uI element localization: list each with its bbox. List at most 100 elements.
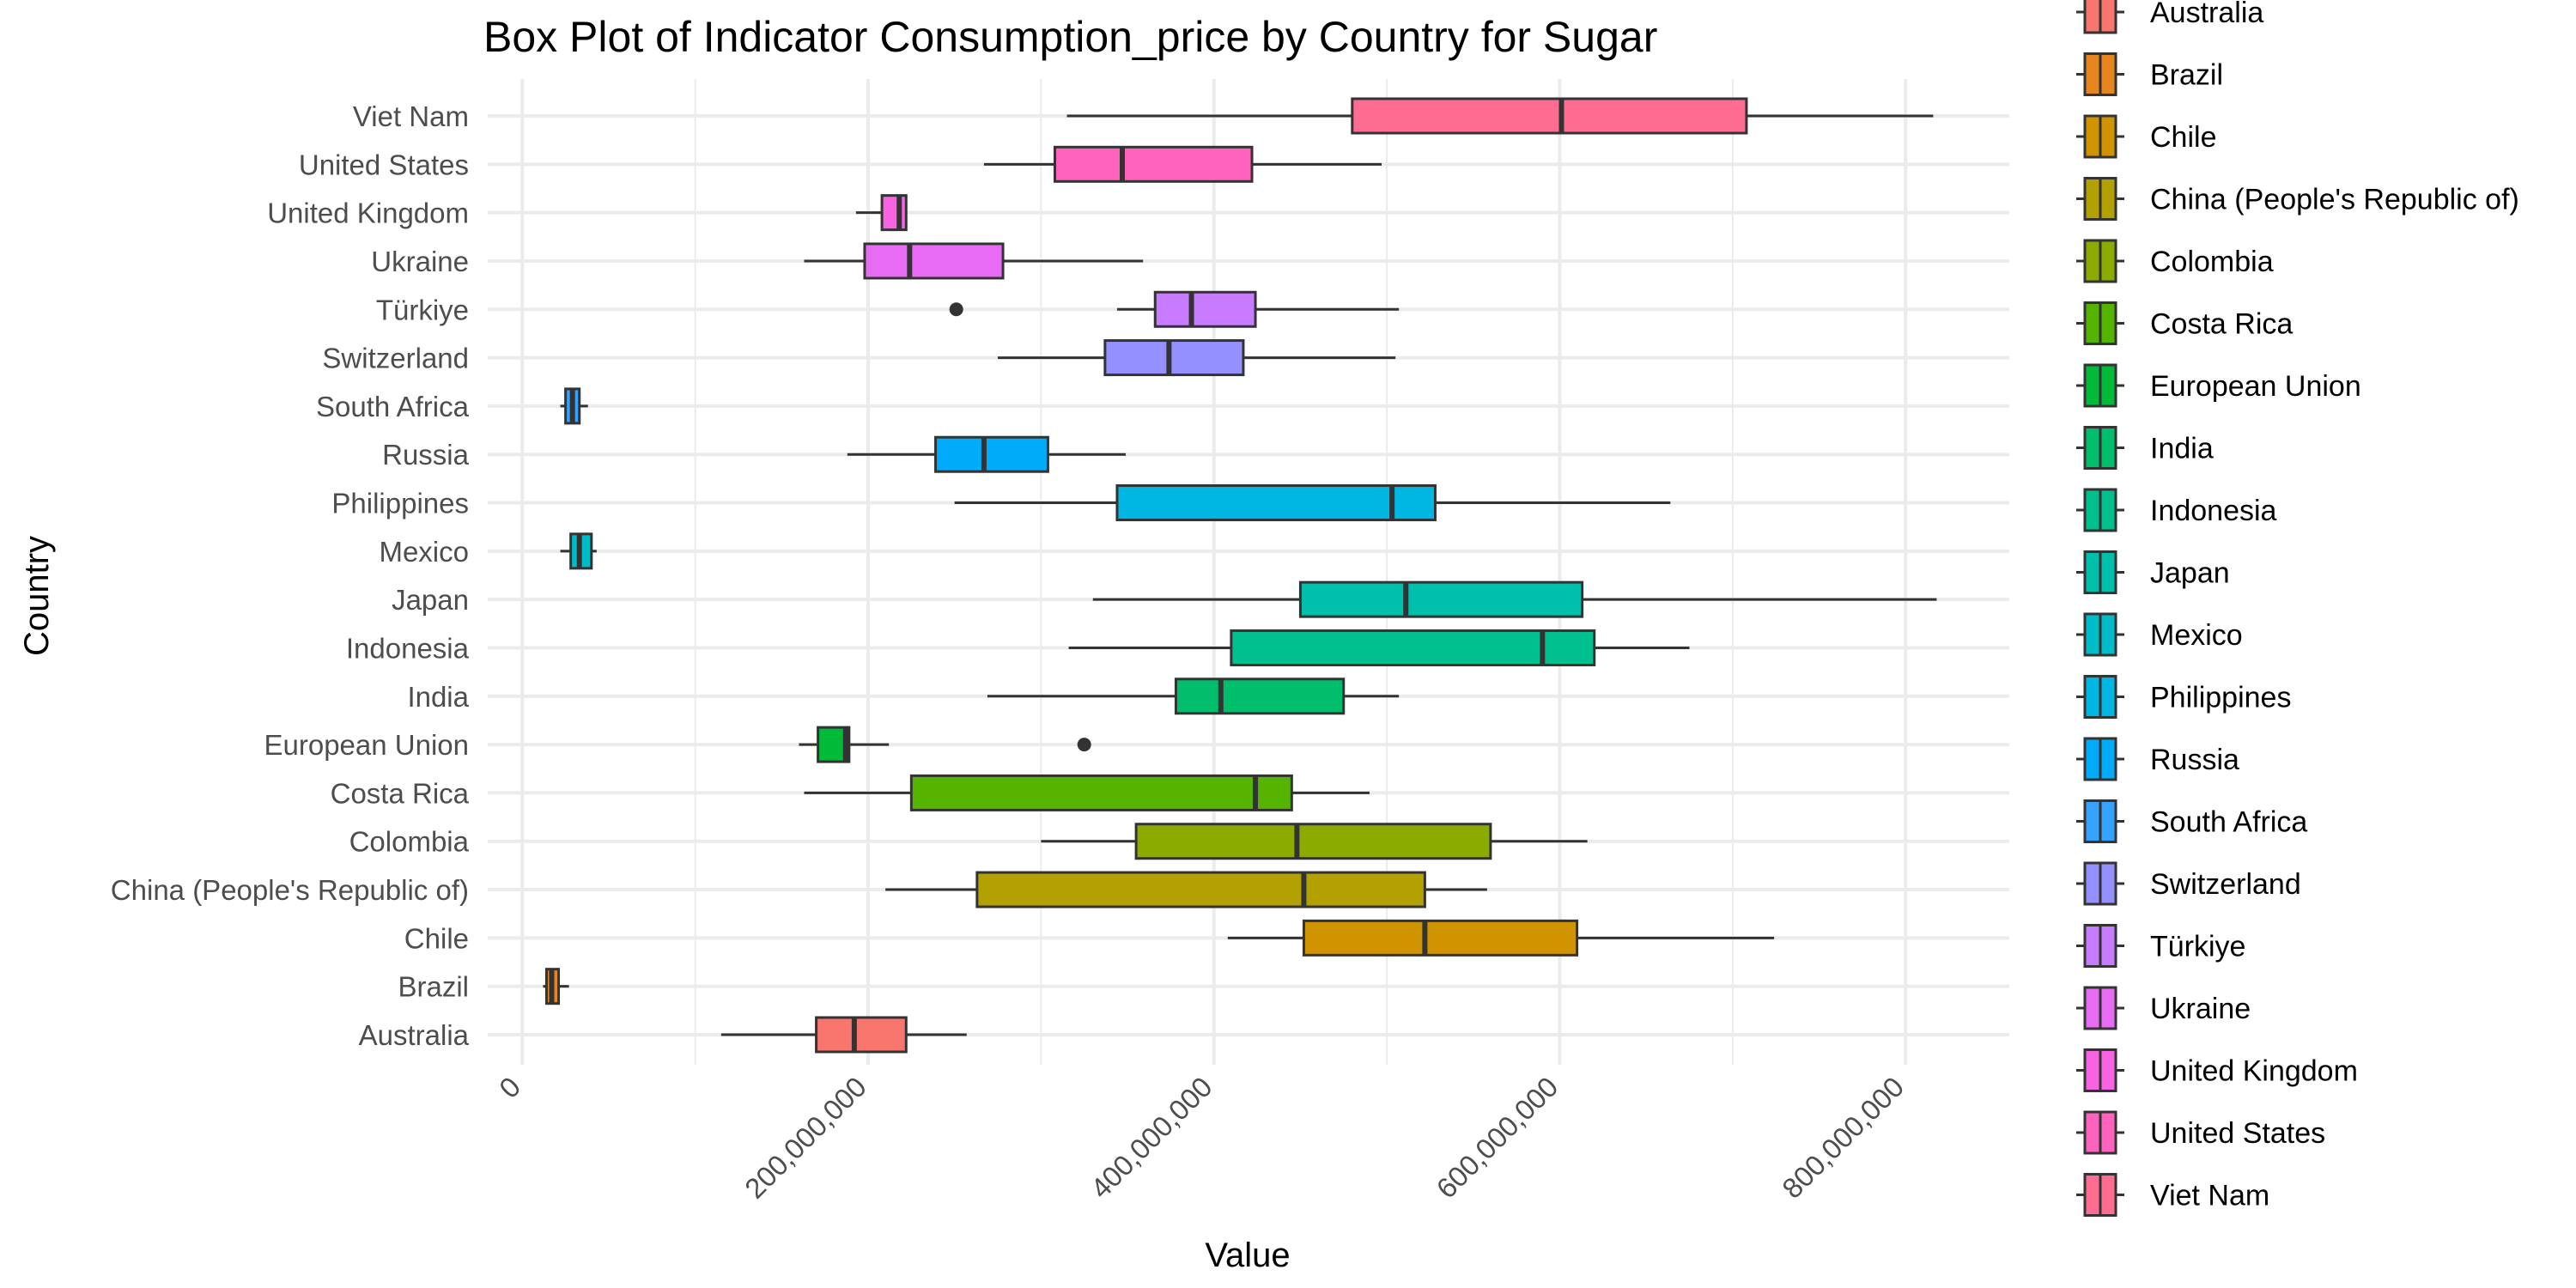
- box-united-kingdom: [855, 194, 908, 232]
- box-iqr: [1351, 97, 1748, 135]
- box-india: [987, 677, 1400, 715]
- y-tick-label: China (People's Republic of): [111, 874, 469, 906]
- box-iqr: [1134, 823, 1492, 860]
- legend: Australia Brazil Chile China (People's Repu…: [2076, 0, 2519, 1217]
- y-tick-label: Türkiye: [376, 294, 469, 325]
- legend-label: United Kingdom: [2150, 1055, 2358, 1088]
- legend-item: Indonesia: [2076, 488, 2277, 532]
- box-china-people-s-republic-of-: [885, 871, 1487, 908]
- y-tick-label: Philippines: [331, 488, 469, 519]
- box-iqr: [815, 1016, 908, 1054]
- y-tick-label: Chile: [404, 922, 469, 954]
- legend-label: Mexico: [2150, 619, 2243, 652]
- box-indonesia: [1068, 629, 1690, 666]
- legend-item: United Kingdom: [2076, 1048, 2358, 1092]
- box-iqr: [1298, 580, 1584, 618]
- chart-title: Box Plot of Indicator Consumption_price …: [483, 13, 1657, 61]
- box-t-rkiye: [949, 290, 1400, 328]
- legend-label: Colombia: [2150, 246, 2274, 278]
- legend-item: Australia: [2076, 0, 2263, 34]
- box-iqr: [1053, 145, 1254, 183]
- legend-item: Japan: [2076, 550, 2230, 594]
- box-mexico: [560, 532, 597, 570]
- legend-item: Türkiye: [2076, 924, 2245, 968]
- box-ukraine: [804, 242, 1144, 280]
- legend-label: Chile: [2150, 121, 2216, 154]
- y-tick-label: Indonesia: [346, 632, 470, 664]
- y-tick-label: India: [407, 681, 469, 713]
- y-tick-label: United Kingdom: [267, 197, 469, 229]
- legend-label: European Union: [2150, 370, 2361, 403]
- box-philippines: [954, 484, 1671, 522]
- x-tick-label: 800,000,000: [1776, 1071, 1910, 1205]
- box-iqr: [1103, 339, 1245, 377]
- legend-item: Philippines: [2076, 675, 2291, 719]
- legend-item: United States: [2076, 1110, 2325, 1155]
- legend-item: Chile: [2076, 114, 2216, 159]
- legend-label: Viet Nam: [2150, 1180, 2269, 1212]
- legend-label: Ukraine: [2150, 993, 2251, 1025]
- y-tick-label: Viet Nam: [353, 100, 469, 132]
- box-united-states: [983, 145, 1382, 183]
- x-tick-labels: 0 200,000,000 400,000,000 600,000,000 800,00…: [493, 1071, 1910, 1205]
- box-iqr: [934, 435, 1049, 473]
- y-tick-label: Costa Rica: [331, 777, 470, 809]
- outlier-point: [1077, 738, 1091, 752]
- legend-item: Viet Nam: [2076, 1173, 2269, 1217]
- legend-label: Philippines: [2150, 682, 2291, 714]
- box-australia: [720, 1016, 967, 1054]
- legend-label: Türkiye: [2150, 931, 2245, 963]
- x-tick-label: 400,000,000: [1084, 1071, 1218, 1205]
- box-iqr: [1115, 484, 1437, 522]
- legend-label: China (People's Republic of): [2150, 184, 2519, 216]
- legend-item: South Africa: [2076, 799, 2307, 843]
- box-colombia: [1041, 823, 1588, 860]
- legend-item: India: [2076, 426, 2214, 470]
- box-iqr: [880, 194, 908, 232]
- box-brazil: [543, 968, 569, 1005]
- legend-item: European Union: [2076, 363, 2361, 408]
- x-tick-label: 600,000,000: [1430, 1071, 1564, 1205]
- box-iqr: [863, 242, 1005, 280]
- box-iqr: [1153, 290, 1257, 328]
- box-iqr: [975, 871, 1426, 908]
- y-tick-label: Australia: [359, 1019, 470, 1051]
- legend-item: Mexico: [2076, 612, 2243, 657]
- y-tick-label: Mexico: [379, 536, 469, 568]
- legend-label: Australia: [2150, 0, 2263, 29]
- y-tick-label: Switzerland: [322, 343, 469, 374]
- legend-item: Russia: [2076, 737, 2239, 781]
- legend-item: Brazil: [2076, 52, 2223, 96]
- box-costa-rica: [804, 774, 1370, 811]
- y-tick-label: Russia: [382, 439, 470, 471]
- legend-item: Colombia: [2076, 239, 2274, 283]
- legend-label: India: [2150, 433, 2214, 465]
- x-axis-title: Value: [1205, 1236, 1290, 1274]
- y-tick-label: South Africa: [316, 391, 470, 422]
- box-iqr: [1174, 677, 1346, 715]
- y-tick-label: Japan: [392, 584, 469, 616]
- legend-item: China (People's Republic of): [2076, 177, 2519, 221]
- box-switzerland: [998, 339, 1396, 377]
- y-tick-labels: Australia Brazil Chile China (People's Repu…: [111, 100, 470, 1051]
- box-european-union: [799, 726, 1091, 763]
- grid-layer: [488, 79, 2009, 1065]
- outlier-point: [949, 302, 963, 317]
- legend-item: Costa Rica: [2076, 301, 2293, 345]
- box-viet-nam: [1066, 97, 1934, 135]
- y-tick-label: Ukraine: [371, 246, 469, 277]
- legend-label: South Africa: [2150, 806, 2307, 839]
- x-tick-label: 200,000,000: [738, 1071, 872, 1205]
- box-japan: [1092, 580, 1937, 618]
- box-iqr: [1302, 919, 1579, 957]
- box-iqr: [1230, 629, 1596, 666]
- box-iqr: [909, 774, 1293, 811]
- y-tick-label: Colombia: [349, 826, 470, 858]
- legend-label: Switzerland: [2150, 868, 2301, 901]
- y-tick-label: European Union: [264, 729, 469, 761]
- boxes-layer: [543, 97, 1937, 1054]
- y-axis-title: Country: [18, 536, 56, 656]
- legend-label: Japan: [2150, 557, 2230, 590]
